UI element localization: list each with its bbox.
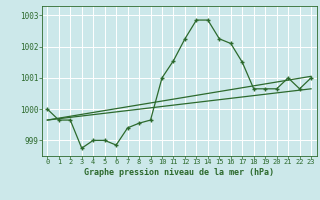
X-axis label: Graphe pression niveau de la mer (hPa): Graphe pression niveau de la mer (hPa) xyxy=(84,168,274,177)
